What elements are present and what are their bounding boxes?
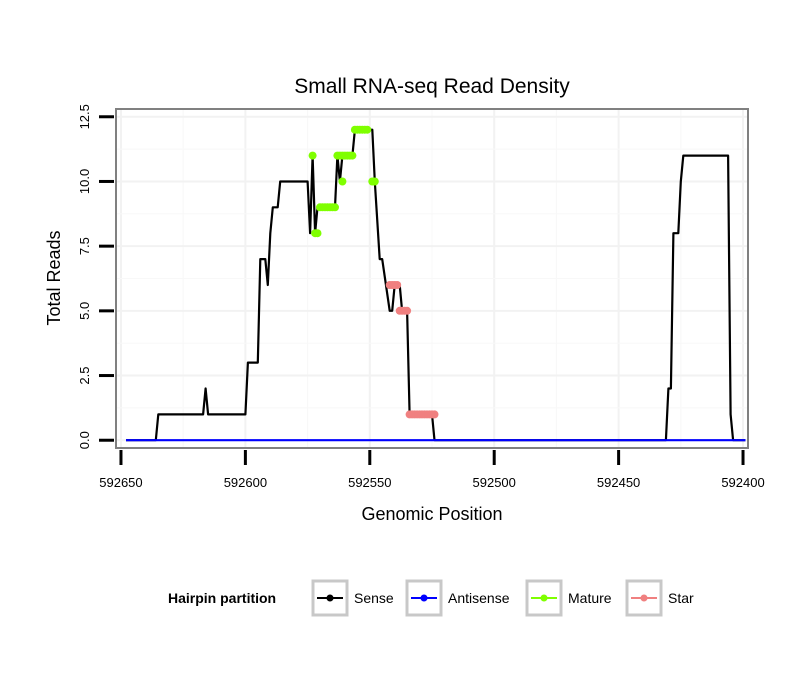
data-point-star xyxy=(403,306,412,315)
legend-dot-sense xyxy=(326,594,334,602)
x-tick-label: 592500 xyxy=(473,475,516,490)
data-point-mature xyxy=(338,177,347,186)
legend-label-star: Star xyxy=(668,590,694,606)
data-point-mature xyxy=(370,177,379,186)
data-point-star xyxy=(430,410,439,419)
x-tick-label: 592400 xyxy=(721,475,764,490)
legend-label-mature: Mature xyxy=(568,590,612,606)
data-point-mature xyxy=(363,125,372,134)
data-point-star xyxy=(393,281,402,289)
legend-item-sense: Sense xyxy=(311,579,394,617)
x-tick-label: 592650 xyxy=(99,475,142,490)
data-point-mature xyxy=(308,151,317,160)
y-tick-label: 2.5 xyxy=(77,367,92,385)
legend-label-sense: Sense xyxy=(354,590,394,606)
legend-dot-mature xyxy=(540,594,548,602)
x-tick-label: 592550 xyxy=(348,475,391,490)
legend-dot-antisense xyxy=(420,594,428,602)
x-tick-label: 592450 xyxy=(597,475,640,490)
legend-item-star: Star xyxy=(625,579,694,617)
legend: Hairpin partition Sense Antisense Mature xyxy=(168,579,694,617)
legend-title: Hairpin partition xyxy=(168,590,276,606)
y-tick-label: 5.0 xyxy=(77,302,92,320)
data-point-mature xyxy=(313,229,322,238)
data-point-mature xyxy=(331,203,339,212)
y-tick-label: 7.5 xyxy=(77,237,92,255)
y-tick-label: 0.0 xyxy=(77,431,92,449)
grid-layer xyxy=(117,110,747,447)
data-point-mature xyxy=(348,151,357,160)
legend-item-mature: Mature xyxy=(525,579,612,617)
legend-dot-star xyxy=(640,594,648,602)
y-axis-label: Total Reads xyxy=(44,230,64,325)
legend-label-antisense: Antisense xyxy=(448,590,510,606)
y-tick-label: 12.5 xyxy=(77,104,92,129)
axis-layer: 592650 592600 592550 592500 592450 592400 0.0 2… xyxy=(77,104,765,490)
series-layer xyxy=(126,125,746,442)
y-tick-label: 10.0 xyxy=(77,169,92,194)
x-axis-label: Genomic Position xyxy=(361,504,502,524)
x-tick-label: 592600 xyxy=(224,475,267,490)
chart-title: Small RNA-seq Read Density xyxy=(294,75,570,98)
legend-item-antisense: Antisense xyxy=(405,579,510,617)
